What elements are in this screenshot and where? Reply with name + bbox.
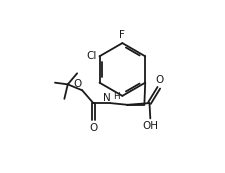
Text: N: N (103, 93, 110, 103)
Text: OH: OH (142, 121, 158, 131)
Text: F: F (119, 30, 125, 40)
Text: H: H (112, 92, 119, 101)
Text: Cl: Cl (86, 51, 97, 61)
Text: O: O (73, 79, 81, 89)
Text: O: O (89, 123, 97, 133)
Text: O: O (155, 75, 163, 85)
